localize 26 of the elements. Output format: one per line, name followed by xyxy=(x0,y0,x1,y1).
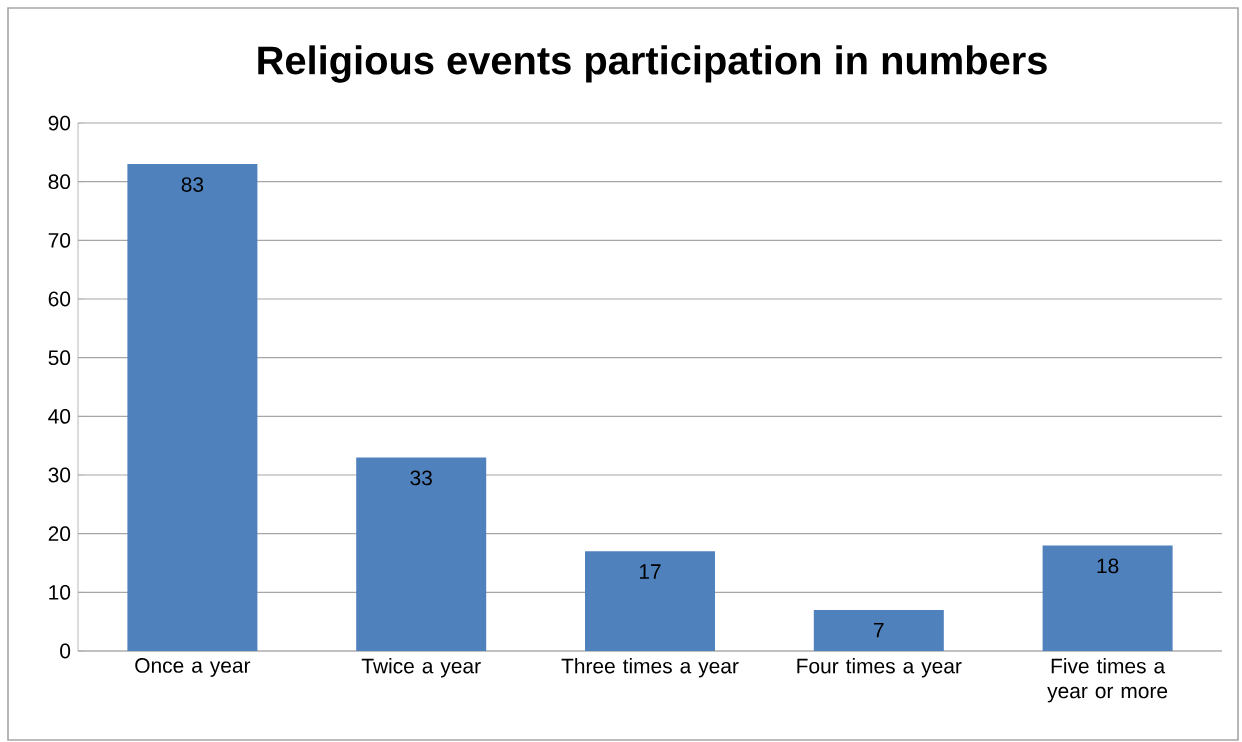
x-tick-label: Three times a year xyxy=(561,658,739,678)
x-tick-label: Four times a year xyxy=(797,658,962,678)
bar xyxy=(813,609,944,651)
data-label: 17 xyxy=(639,564,661,579)
data-label: 33 xyxy=(410,470,432,486)
y-tick-label: 10 xyxy=(49,584,71,600)
x-tick-label: Twice a year xyxy=(361,658,481,678)
y-tick-label: 0 xyxy=(60,643,71,659)
x-tick-label: Once a year xyxy=(135,658,251,677)
y-tick-label: 20 xyxy=(48,526,71,542)
chart-title: Religious events participation in numbers xyxy=(258,45,1047,83)
bar xyxy=(127,164,258,651)
bar xyxy=(585,551,716,651)
y-tick-label: 30 xyxy=(48,467,71,483)
y-tick-label: 50 xyxy=(48,350,71,366)
y-tick-label: 70 xyxy=(48,232,71,248)
bar xyxy=(1042,545,1173,651)
y-tick-label: 60 xyxy=(48,291,71,307)
y-tick-label: 80 xyxy=(48,174,71,190)
y-tick-label: 40 xyxy=(48,408,71,424)
data-label: 83 xyxy=(181,177,204,192)
x-tick-label: Five times a year or more xyxy=(1047,658,1168,703)
bar xyxy=(356,457,487,651)
data-label: 18 xyxy=(1097,558,1119,574)
y-tick-label: 90 xyxy=(48,115,71,131)
data-label: 7 xyxy=(874,622,884,638)
